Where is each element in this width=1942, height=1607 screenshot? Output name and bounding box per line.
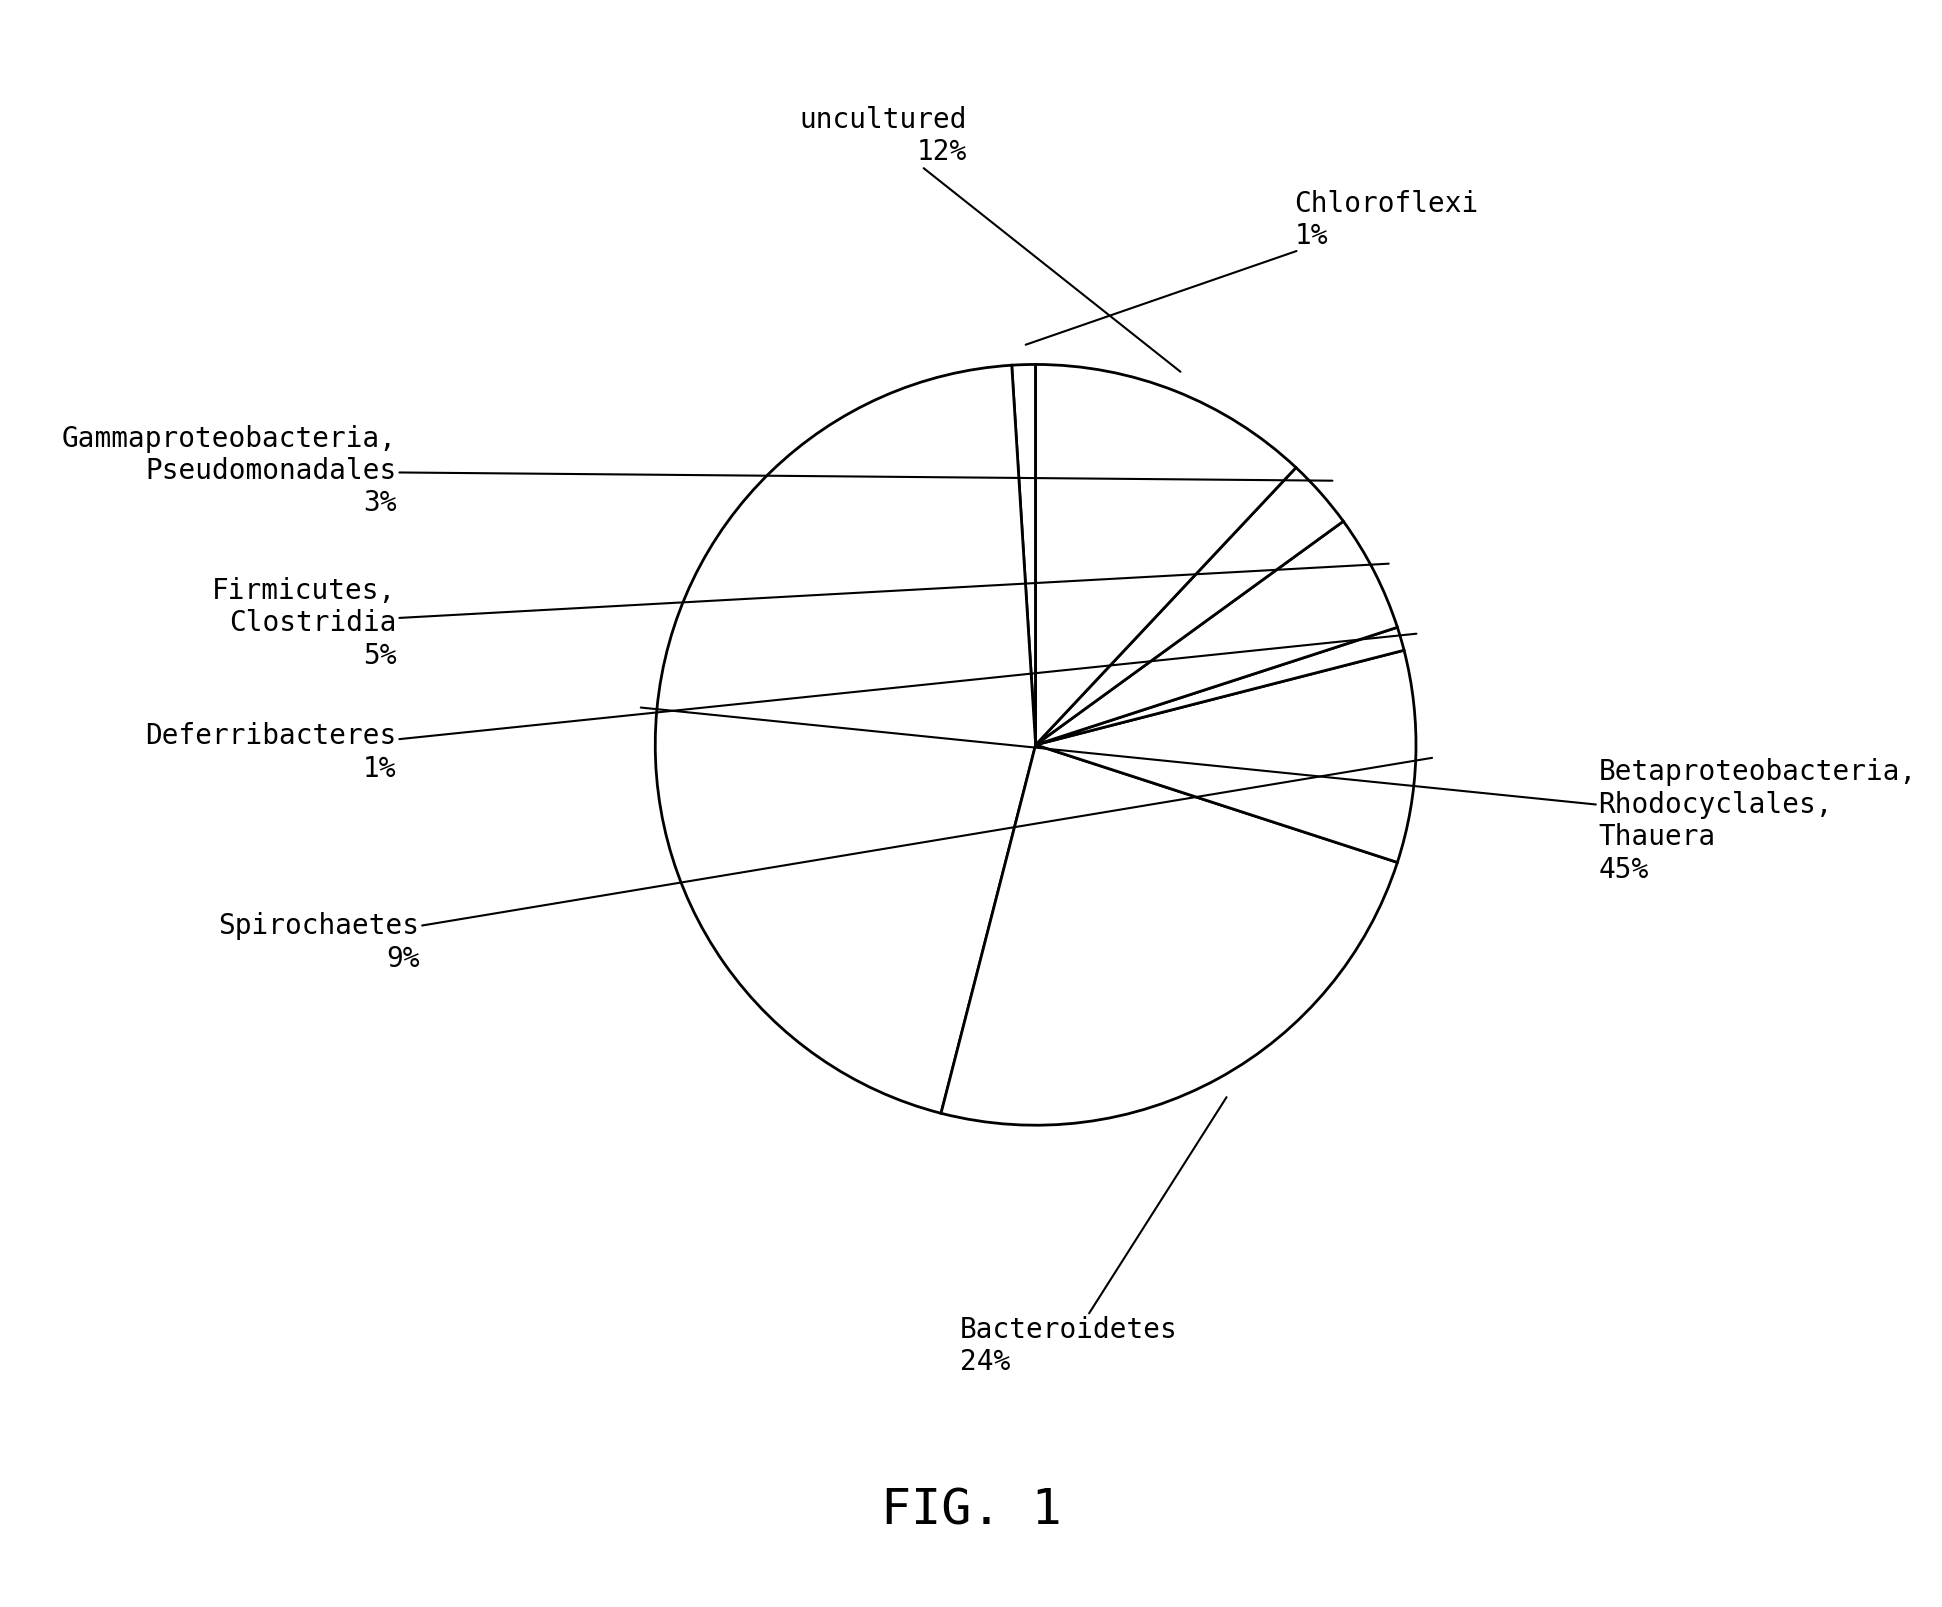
Wedge shape [1035,521,1398,744]
Text: FIG. 1: FIG. 1 [880,1486,1062,1535]
Wedge shape [942,744,1398,1125]
Text: uncultured
12%: uncultured 12% [800,106,1181,371]
Wedge shape [1012,365,1035,744]
Wedge shape [1035,651,1416,863]
Wedge shape [1035,468,1344,744]
Text: Gammaproteobacteria,
Pseudomonadales
3%: Gammaproteobacteria, Pseudomonadales 3% [62,424,1332,517]
Wedge shape [654,365,1035,1114]
Text: Deferribacteres
1%: Deferribacteres 1% [146,633,1416,783]
Text: Spirochaetes
9%: Spirochaetes 9% [218,759,1431,972]
Text: Betaproteobacteria,
Rhodocyclales,
Thauera
45%: Betaproteobacteria, Rhodocyclales, Thaue… [641,707,1917,884]
Text: Bacteroidetes
24%: Bacteroidetes 24% [959,1098,1227,1376]
Wedge shape [1035,627,1404,744]
Text: Chloroflexi
1%: Chloroflexi 1% [1025,190,1478,346]
Text: Firmicutes,
Clostridia
5%: Firmicutes, Clostridia 5% [212,564,1389,670]
Wedge shape [1035,365,1295,744]
